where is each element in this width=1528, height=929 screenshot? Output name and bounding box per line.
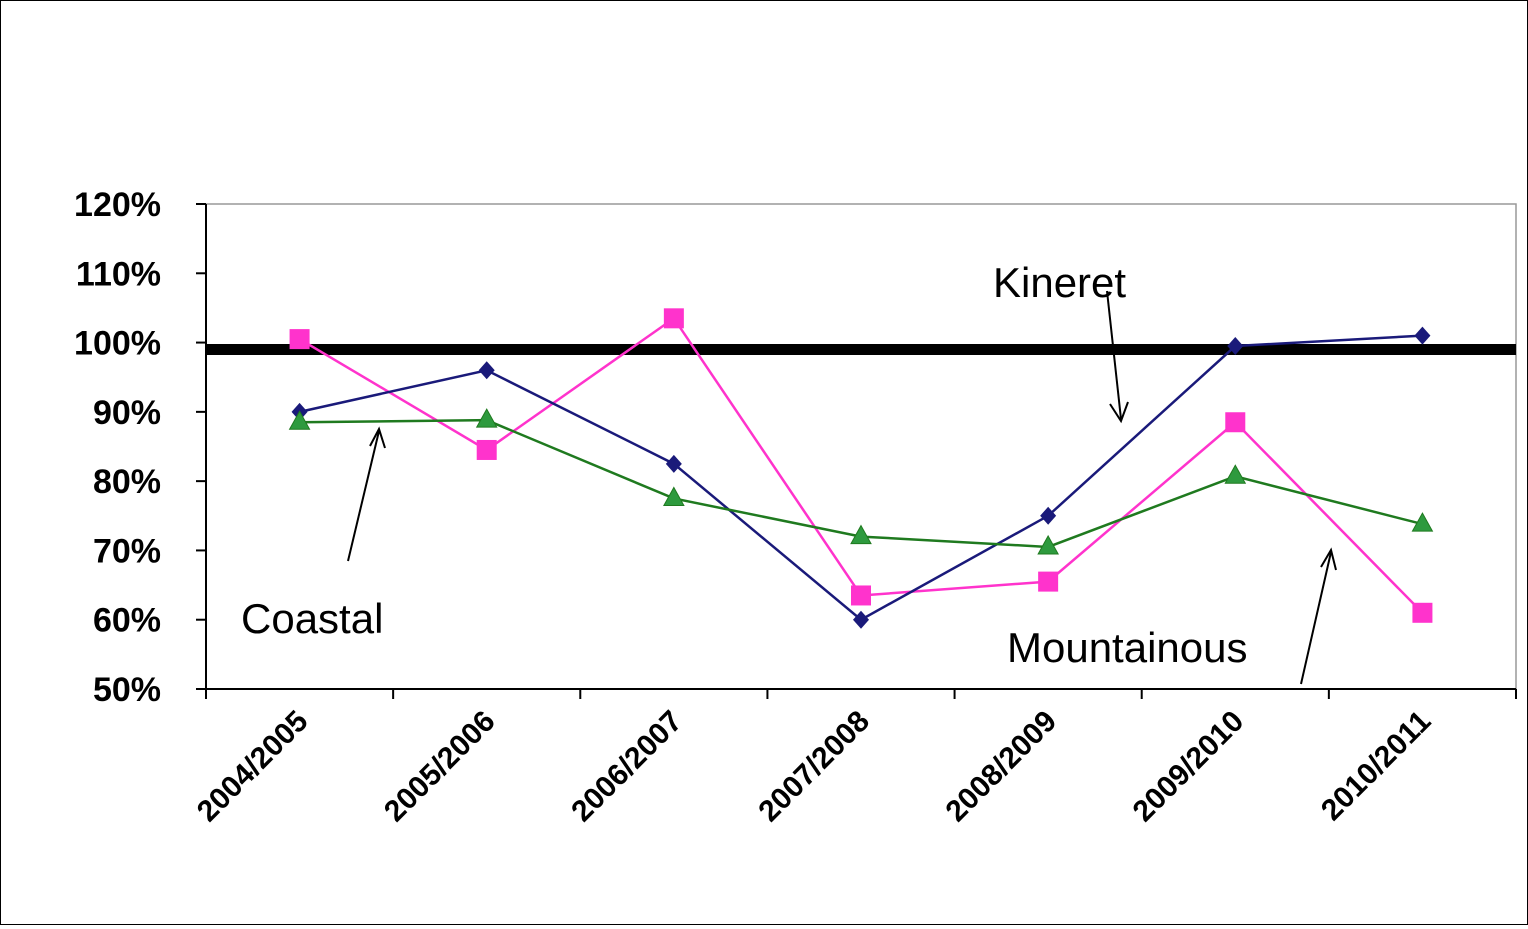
data-point-square [1038, 571, 1059, 592]
x-tick-label: 2005/2006 [378, 705, 502, 829]
data-point-diamond [853, 610, 869, 629]
y-tick-label: 80% [93, 463, 161, 501]
axes: 50% 60% 70% 80% 90% 100% 110% 120% 2004/2005 2005… [74, 186, 1517, 829]
data-point-square [851, 585, 871, 606]
data-point-diamond [1414, 326, 1431, 345]
y-tick-label: 70% [93, 532, 161, 570]
data-point-triangle [1037, 534, 1059, 555]
data-point-triangle [850, 524, 872, 545]
y-tick-label: 120% [74, 186, 161, 224]
annotation-kineret-arrowhead [1109, 401, 1129, 424]
series-line [298, 316, 1424, 614]
data-point-square [663, 308, 684, 329]
y-tick-label: 90% [93, 394, 161, 432]
data-point-diamond [1227, 337, 1244, 356]
annotation-coastal: Coastal [241, 595, 383, 642]
data-point-diamond [665, 454, 682, 473]
annotation-coastal-arrow [347, 430, 380, 562]
data-point-square [1412, 602, 1433, 623]
annotation-mountainous-arrow [1300, 551, 1332, 685]
series-group [206, 308, 1516, 629]
x-tick-label: 2004/2005 [191, 705, 315, 829]
data-point-diamond [478, 361, 495, 380]
y-tick-label: 60% [93, 602, 161, 640]
series-line [299, 334, 1423, 622]
annotation-mountainous-arrowhead [1320, 547, 1337, 571]
annotations: Kineret Coastal Mountainous [241, 259, 1337, 685]
annotation-coastal-arrowhead [369, 426, 386, 449]
annotation-mountainous: Mountainous [1007, 624, 1248, 671]
data-point-triangle [1224, 464, 1247, 484]
data-point-triangle [1411, 512, 1434, 532]
data-point-triangle [288, 410, 311, 430]
annotation-kineret-arrow [1106, 290, 1122, 420]
y-tick-label: 50% [93, 671, 161, 709]
y-tick-label: 110% [76, 255, 161, 293]
data-point-diamond [1040, 506, 1057, 525]
data-point-square [289, 329, 310, 350]
x-tick-label: 2010/2011 [1315, 705, 1437, 827]
annotation-kineret: Kineret [993, 259, 1126, 306]
data-point-square [1225, 412, 1246, 433]
x-tick-label: 2008/2009 [939, 705, 1063, 829]
x-tick-label: 2009/2010 [1127, 705, 1251, 829]
x-tick-label: 2007/2008 [752, 705, 876, 829]
x-tick-label: 2006/2007 [565, 705, 689, 829]
data-point-triangle [475, 408, 498, 428]
data-point-triangle [663, 486, 685, 506]
y-tick-label: 100% [74, 325, 161, 363]
data-point-square [476, 439, 497, 460]
